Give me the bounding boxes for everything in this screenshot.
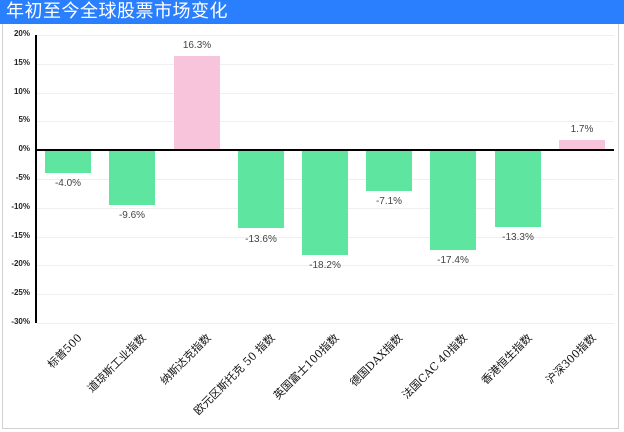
data-label: -7.1% xyxy=(375,196,403,207)
bar xyxy=(559,140,605,150)
y-tick-label: 5% xyxy=(18,115,30,124)
gridline xyxy=(36,121,614,122)
bar xyxy=(430,150,476,250)
y-tick-label: 10% xyxy=(13,87,30,96)
bar xyxy=(495,150,541,227)
x-axis-label: 纳斯达克指数 xyxy=(157,331,214,388)
data-label: 1.7% xyxy=(570,124,594,135)
gridline xyxy=(36,64,614,65)
data-label: -13.6% xyxy=(245,234,277,245)
y-tick-label: -10% xyxy=(11,202,30,211)
x-axis-label: 英国富士100指数 xyxy=(270,331,342,403)
gridline xyxy=(36,93,614,94)
gridline xyxy=(36,323,614,324)
data-label: -13.3% xyxy=(502,232,534,243)
y-axis-line xyxy=(35,35,37,323)
gridline xyxy=(36,265,614,266)
gridline xyxy=(36,294,614,295)
bar xyxy=(45,150,91,173)
y-tick-label: 0% xyxy=(18,144,30,153)
x-axis-label: 道琼斯工业指数 xyxy=(84,331,149,396)
x-axis-label: 德国DAX指数 xyxy=(347,331,406,390)
y-tick-label: -30% xyxy=(11,317,30,326)
bar xyxy=(174,56,220,150)
data-label: -9.6% xyxy=(118,210,146,221)
x-axis-label: 沪深300指数 xyxy=(543,331,599,387)
y-tick-label: 15% xyxy=(13,58,30,67)
y-tick-label: -5% xyxy=(15,173,30,182)
x-axis-label: 标普500 xyxy=(45,331,85,372)
x-axis-label: 法国CAC 40指数 xyxy=(399,331,470,402)
x-axis-line xyxy=(36,149,614,151)
data-label: 16.3% xyxy=(182,40,212,51)
chart-title: 年初至今全球股票市场变化 xyxy=(0,0,624,24)
data-label: -4.0% xyxy=(54,178,82,189)
bar xyxy=(302,150,348,255)
gridline xyxy=(36,35,614,36)
y-tick-label: 20% xyxy=(13,29,30,38)
y-tick-label: -20% xyxy=(11,259,30,268)
bar xyxy=(238,150,284,228)
y-tick-label: -25% xyxy=(11,288,30,297)
x-axis-label: 香港恒生指数 xyxy=(478,331,535,388)
data-label: -17.4% xyxy=(437,255,469,266)
bar xyxy=(366,150,412,191)
bar xyxy=(109,150,155,205)
data-label: -18.2% xyxy=(309,260,341,271)
y-tick-label: -15% xyxy=(11,231,30,240)
